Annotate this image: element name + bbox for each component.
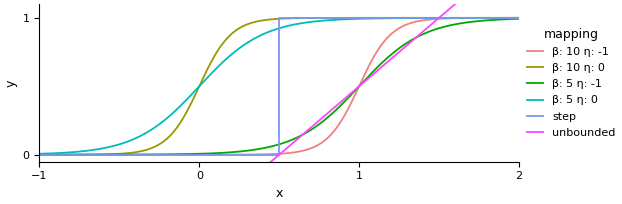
X-axis label: x: x — [276, 187, 283, 200]
β: 10 η: -1: (-0.658, 6.31e-08): 10 η: -1: (-0.658, 6.31e-08) — [90, 153, 98, 156]
β: 10 η: 0: (-1, 4.54e-05): 10 η: 0: (-1, 4.54e-05) — [35, 153, 43, 156]
step — [276, 153, 283, 156]
β: 10 η: 0: (1.62, 1): 10 η: 0: (1.62, 1) — [454, 17, 462, 19]
Line: β: 10 η: -1: β: 10 η: -1 — [39, 18, 519, 155]
β: 5 η: -1: (1.62, 0.956): 5 η: -1: (1.62, 0.956) — [454, 23, 462, 25]
unbounded — [220, 201, 227, 204]
β: 5 η: 0: (1.94, 1): 5 η: 0: (1.94, 1) — [506, 17, 513, 19]
β: 10 η: 0: (-0.48, 0.00818): 10 η: 0: (-0.48, 0.00818) — [119, 152, 126, 155]
step — [276, 153, 283, 156]
Y-axis label: y: y — [4, 79, 17, 86]
β: 5 η: 0: (1.62, 1): 5 η: 0: (1.62, 1) — [454, 17, 462, 19]
β: 10 η: -1: (0.15, 0.000204): 10 η: -1: (0.15, 0.000204) — [220, 153, 227, 156]
unbounded — [240, 184, 248, 186]
β: 5 η: -1: (0.15, 0.0141): 5 η: -1: (0.15, 0.0141) — [220, 152, 227, 154]
β: 5 η: 0: (-0.658, 0.0359): 5 η: 0: (-0.658, 0.0359) — [90, 149, 98, 151]
Legend: β: 10 η: -1, β: 10 η: 0, β: 5 η: -1, β: 5 η: 0, step, unbounded: β: 10 η: -1, β: 10 η: 0, β: 5 η: -1, β: … — [524, 26, 618, 140]
step — [515, 17, 522, 19]
β: 5 η: -1: (2, 0.993): 5 η: -1: (2, 0.993) — [515, 18, 522, 20]
β: 10 η: 0: (0.28, 0.943): 10 η: 0: (0.28, 0.943) — [240, 24, 248, 27]
β: 5 η: 0: (2, 1): 5 η: 0: (2, 1) — [515, 17, 522, 19]
β: 10 η: -1: (1.62, 0.998): 10 η: -1: (1.62, 0.998) — [454, 17, 462, 19]
β: 5 η: -1: (-1, 4.54e-05): 5 η: -1: (-1, 4.54e-05) — [35, 153, 43, 156]
β: 5 η: 0: (-1, 0.00669): 5 η: 0: (-1, 0.00669) — [35, 153, 43, 155]
step — [276, 17, 283, 19]
β: 10 η: -1: (2, 1): 10 η: -1: (2, 1) — [515, 17, 522, 19]
β: 5 η: -1: (-0.658, 0.000251): 5 η: -1: (-0.658, 0.000251) — [90, 153, 98, 156]
β: 10 η: 0: (2, 1): 10 η: 0: (2, 1) — [515, 17, 522, 19]
Line: unbounded: unbounded — [39, 0, 519, 204]
β: 5 η: 0: (0.28, 0.803): 5 η: 0: (0.28, 0.803) — [240, 44, 248, 46]
β: 5 η: -1: (-0.48, 0.000611): 5 η: -1: (-0.48, 0.000611) — [119, 153, 126, 156]
β: 10 η: -1: (0.28, 0.000749): 10 η: -1: (0.28, 0.000749) — [240, 153, 248, 156]
β: 10 η: -1: (1.94, 1): 10 η: -1: (1.94, 1) — [506, 17, 513, 19]
β: 5 η: -1: (1.94, 0.991): 5 η: -1: (1.94, 0.991) — [506, 18, 513, 20]
β: 5 η: -1: (0.28, 0.0267): 5 η: -1: (0.28, 0.0267) — [240, 150, 248, 152]
unbounded — [454, 0, 462, 3]
β: 10 η: 0: (1.94, 1): 10 η: 0: (1.94, 1) — [506, 17, 513, 19]
step — [35, 153, 43, 156]
Line: β: 5 η: -1: β: 5 η: -1 — [39, 19, 519, 155]
β: 10 η: 0: (0.15, 0.818): 10 η: 0: (0.15, 0.818) — [220, 42, 227, 44]
β: 10 η: -1: (-1, 2.06e-09): 10 η: -1: (-1, 2.06e-09) — [35, 153, 43, 156]
β: 10 η: -1: (-0.48, 3.74e-07): 10 η: -1: (-0.48, 3.74e-07) — [119, 153, 126, 156]
Line: step: step — [39, 18, 519, 155]
β: 5 η: 0: (-0.48, 0.0832): 5 η: 0: (-0.48, 0.0832) — [119, 142, 126, 145]
Line: β: 10 η: 0: β: 10 η: 0 — [39, 18, 519, 155]
β: 10 η: 0: (-0.658, 0.00139): 10 η: 0: (-0.658, 0.00139) — [90, 153, 98, 156]
Line: β: 5 η: 0: β: 5 η: 0 — [39, 18, 519, 154]
β: 5 η: 0: (0.15, 0.68): 5 η: 0: (0.15, 0.68) — [220, 60, 227, 63]
